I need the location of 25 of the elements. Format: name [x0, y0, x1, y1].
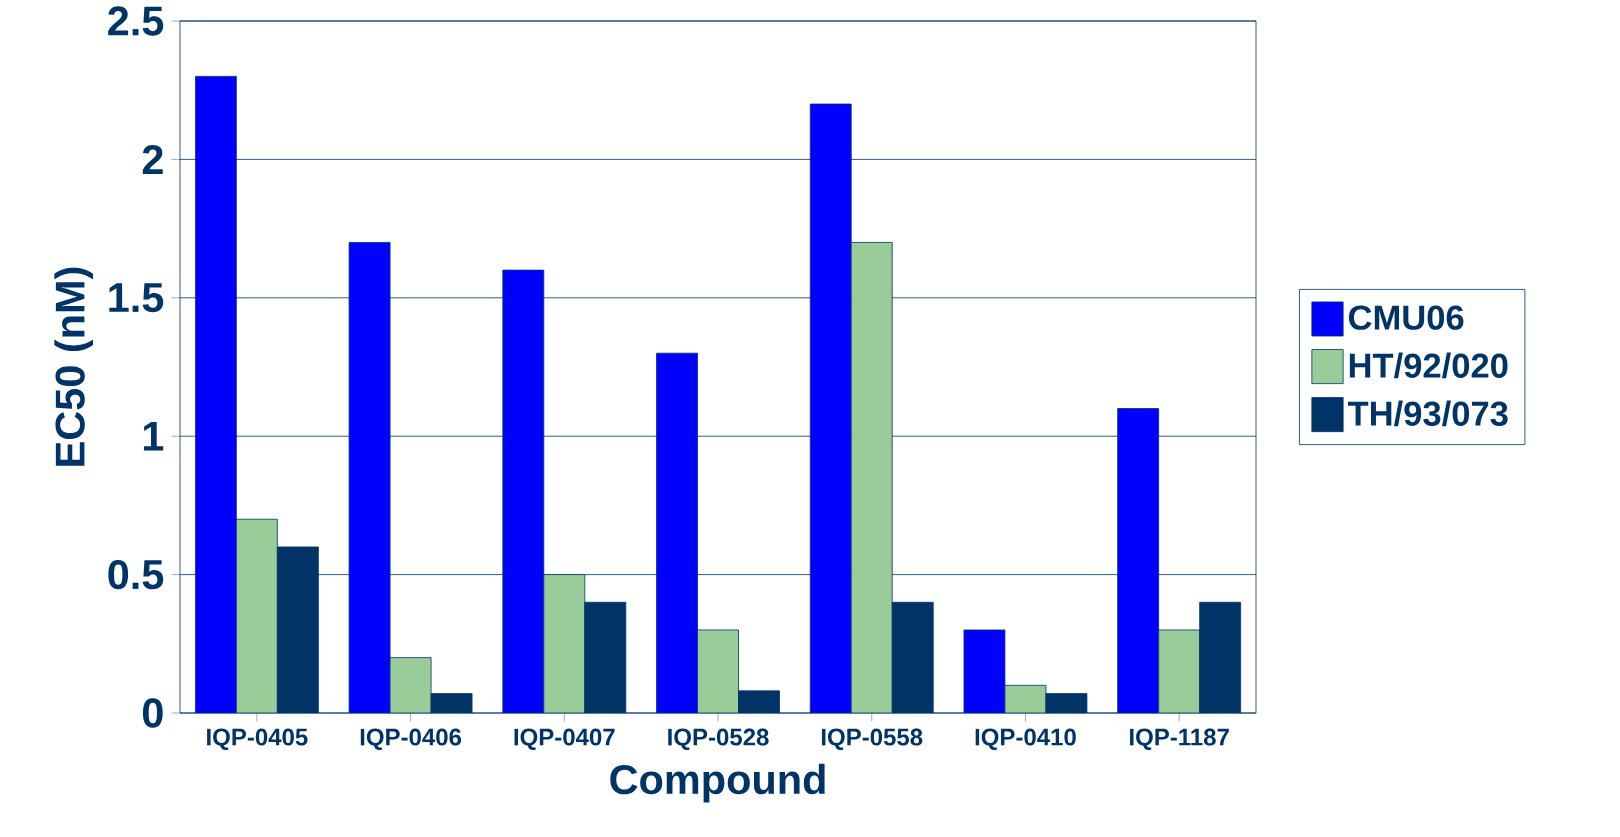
y-axis-title: EC50 (nM)	[54, 267, 93, 466]
x-tick-label: IQP-0407	[514, 728, 615, 751]
bar	[963, 629, 1006, 713]
y-tick-label: 1	[143, 421, 164, 451]
legend-label: HT/92/020	[1349, 352, 1508, 379]
y-tick-label: 0.5	[108, 559, 164, 590]
x-tick-label: IQP-0405	[207, 728, 308, 751]
bar	[348, 242, 391, 713]
bar	[194, 75, 237, 713]
y-tick-label: 2.5	[108, 6, 164, 36]
bar	[656, 352, 698, 713]
x-tick-label: IQP-1187	[1130, 728, 1229, 751]
legend-label: TH/93/073	[1347, 400, 1508, 427]
y-tick-label: 2	[142, 144, 163, 174]
bar	[1117, 408, 1160, 713]
x-tick-label: IQP-0528	[668, 728, 769, 751]
bar	[502, 269, 545, 713]
x-tick-label: IQP-0410	[975, 728, 1076, 751]
legend-label: CMU06	[1348, 305, 1464, 330]
x-axis-title: Compound	[610, 763, 825, 803]
y-tick-label: 1.5	[109, 283, 164, 313]
bar	[809, 103, 852, 713]
x-tick-label: IQP-0558	[821, 728, 923, 751]
x-tick-label: IQP-0406	[360, 728, 462, 751]
y-tick-label: 0	[142, 698, 163, 728]
